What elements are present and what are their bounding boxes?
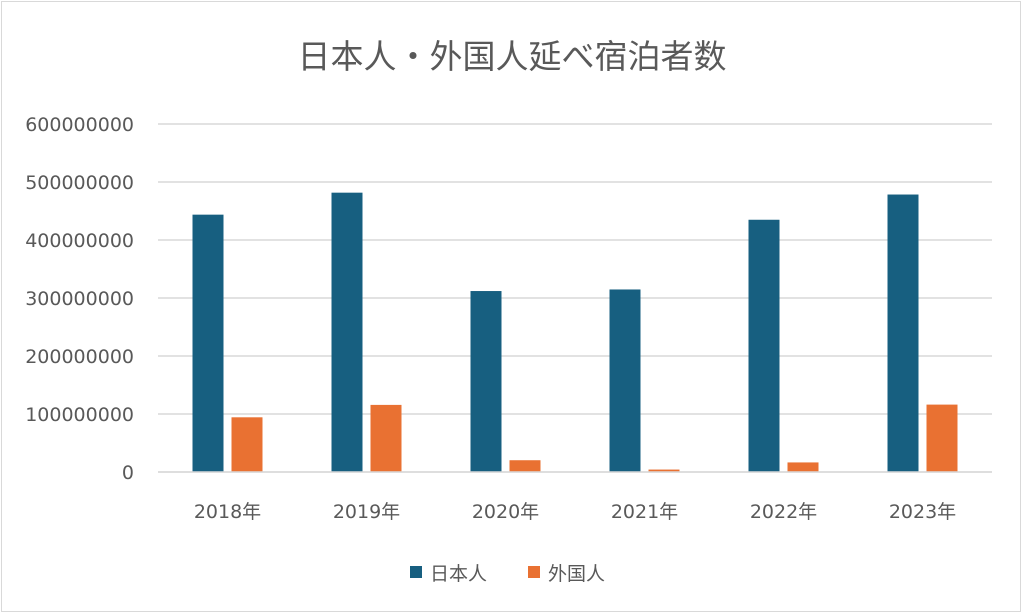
y-tick-label: 400000000	[25, 230, 134, 252]
bar-foreign	[648, 469, 680, 472]
x-tick-label: 2018年	[194, 501, 261, 523]
bar-foreign	[370, 404, 402, 472]
y-tick-label: 100000000	[25, 404, 134, 426]
y-tick-label: 500000000	[25, 172, 134, 194]
y-tick-label: 600000000	[25, 114, 134, 136]
legend-label: 外国人	[548, 563, 605, 585]
bar-japanese	[192, 214, 224, 473]
x-tick-label: 2022年	[750, 501, 817, 523]
bar-japanese	[470, 291, 502, 472]
x-tick-label: 2023年	[889, 501, 956, 523]
x-tick-label: 2021年	[611, 501, 678, 523]
bar-japanese	[887, 194, 919, 472]
bar-japanese	[609, 289, 641, 472]
bar-japanese	[331, 192, 363, 472]
bar-foreign	[926, 404, 958, 472]
y-tick-label: 200000000	[25, 346, 134, 368]
bar-foreign	[509, 460, 541, 472]
bar-foreign	[231, 417, 263, 472]
y-tick-label: 0	[122, 462, 134, 484]
y-tick-label: 300000000	[25, 288, 134, 310]
bar-japanese	[748, 219, 780, 472]
chart-title: 日本人・外国人延べ宿泊者数	[297, 37, 727, 76]
legend-label: 日本人	[430, 563, 487, 585]
legend-swatch	[528, 566, 540, 578]
bar-foreign	[787, 462, 819, 472]
x-tick-label: 2020年	[472, 501, 539, 523]
legend-swatch	[410, 566, 422, 578]
x-tick-label: 2019年	[333, 501, 400, 523]
